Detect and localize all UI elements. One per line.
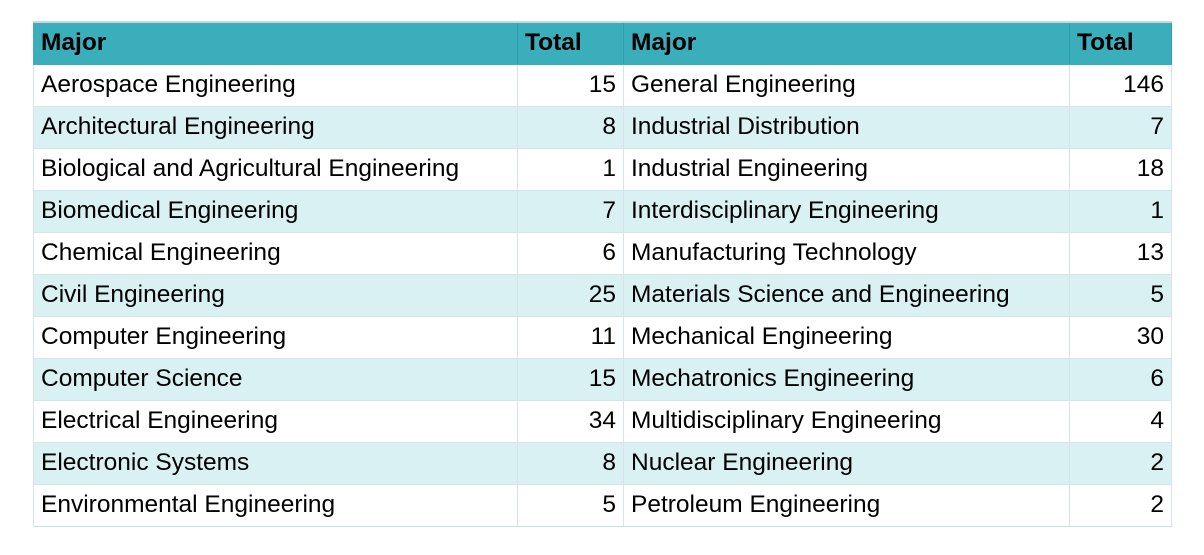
majors-table-container: Major Total Major Total Aerospace Engine… [33,21,1172,527]
major-cell: Aerospace Engineering [33,63,518,107]
major-cell: Chemical Engineering [33,231,518,275]
header-total-left: Total [517,21,624,65]
total-cell: 1 [1069,189,1172,233]
major-cell: Materials Science and Engineering [623,273,1070,317]
major-cell: Industrial Engineering [623,147,1070,191]
major-cell: Computer Science [33,357,518,401]
total-cell: 25 [517,273,624,317]
total-cell: 34 [517,399,624,443]
major-cell: Civil Engineering [33,273,518,317]
table-row: Environmental Engineering 5 Petroleum En… [33,483,1172,527]
major-cell: Mechanical Engineering [623,315,1070,359]
major-cell: Architectural Engineering [33,105,518,149]
total-cell: 11 [517,315,624,359]
table-row: Aerospace Engineering 15 General Enginee… [33,63,1172,107]
major-cell: Petroleum Engineering [623,483,1070,527]
table-row: Computer Science 15 Mechatronics Enginee… [33,357,1172,401]
major-cell: Interdisciplinary Engineering [623,189,1070,233]
total-cell: 4 [1069,399,1172,443]
total-cell: 30 [1069,315,1172,359]
major-cell: Electrical Engineering [33,399,518,443]
total-cell: 6 [517,231,624,275]
major-cell: Electronic Systems [33,441,518,485]
header-total-right: Total [1069,21,1172,65]
total-cell: 8 [517,105,624,149]
total-cell: 1 [517,147,624,191]
major-cell: Nuclear Engineering [623,441,1070,485]
total-cell: 15 [517,357,624,401]
major-cell: Industrial Distribution [623,105,1070,149]
major-cell: Computer Engineering [33,315,518,359]
major-cell: Multidisciplinary Engineering [623,399,1070,443]
table-row: Architectural Engineering 8 Industrial D… [33,105,1172,149]
majors-table: Major Total Major Total Aerospace Engine… [33,21,1172,527]
total-cell: 5 [517,483,624,527]
total-cell: 5 [1069,273,1172,317]
header-major-right: Major [623,21,1070,65]
table-row: Chemical Engineering 6 Manufacturing Tec… [33,231,1172,275]
table-row: Biomedical Engineering 7 Interdisciplina… [33,189,1172,233]
table-row: Electronic Systems 8 Nuclear Engineering… [33,441,1172,485]
total-cell: 2 [1069,441,1172,485]
total-cell: 15 [517,63,624,107]
major-cell: Mechatronics Engineering [623,357,1070,401]
total-cell: 8 [517,441,624,485]
total-cell: 7 [517,189,624,233]
total-cell: 7 [1069,105,1172,149]
total-cell: 18 [1069,147,1172,191]
major-cell: Manufacturing Technology [623,231,1070,275]
major-cell: Biological and Agricultural Engineering [33,147,518,191]
major-cell: General Engineering [623,63,1070,107]
major-cell: Biomedical Engineering [33,189,518,233]
header-row: Major Total Major Total [33,21,1172,65]
major-cell: Environmental Engineering [33,483,518,527]
table-row: Biological and Agricultural Engineering … [33,147,1172,191]
total-cell: 2 [1069,483,1172,527]
total-cell: 146 [1069,63,1172,107]
table-row: Electrical Engineering 34 Multidisciplin… [33,399,1172,443]
table-row: Computer Engineering 11 Mechanical Engin… [33,315,1172,359]
total-cell: 13 [1069,231,1172,275]
header-major-left: Major [33,21,518,65]
table-row: Civil Engineering 25 Materials Science a… [33,273,1172,317]
total-cell: 6 [1069,357,1172,401]
